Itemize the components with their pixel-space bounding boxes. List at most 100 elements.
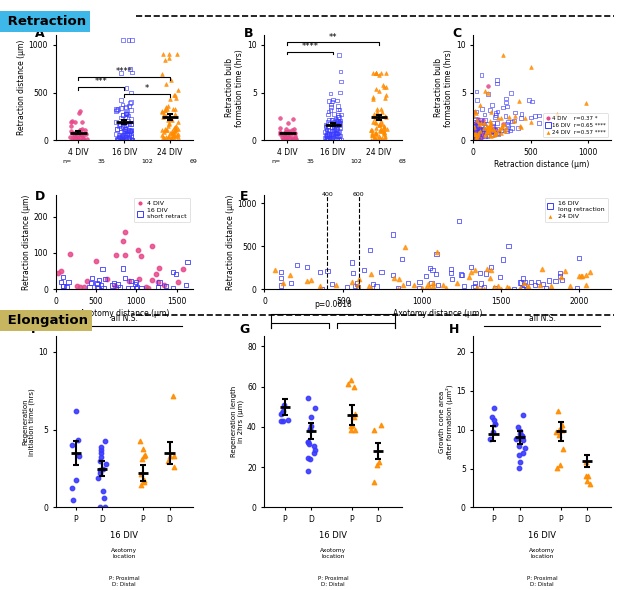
Point: [370, 117, 379, 127]
Point: [126, 129, 136, 138]
Point: [502, 282, 512, 291]
Point: [473, 122, 483, 131]
Point: [503, 117, 513, 126]
Point: [333, 132, 343, 141]
Point: [470, 132, 480, 141]
Point: [135, 436, 144, 445]
Point: [481, 126, 491, 135]
Point: [96, 448, 106, 458]
Text: 16 DIV: 16 DIV: [110, 532, 138, 540]
Point: [518, 284, 528, 294]
Legend: 4 DIV, 16 DIV
short retract: 4 DIV, 16 DIV short retract: [134, 198, 190, 222]
Point: [381, 112, 391, 122]
X-axis label: Retraction distance (µm): Retraction distance (µm): [494, 159, 590, 169]
Point: [326, 100, 336, 109]
Point: [111, 104, 121, 114]
Point: [168, 283, 178, 293]
Point: [325, 119, 335, 128]
Point: [121, 109, 131, 118]
Point: [68, 496, 78, 505]
Point: [470, 115, 480, 124]
Point: [323, 107, 333, 116]
Point: [416, 284, 426, 293]
Point: [482, 126, 492, 135]
Point: [121, 103, 131, 113]
Point: [134, 275, 144, 284]
Point: [504, 283, 514, 292]
Point: [70, 132, 80, 141]
Point: [497, 122, 507, 131]
Point: [492, 127, 502, 136]
Point: [353, 280, 363, 289]
Point: [497, 121, 507, 130]
Point: [173, 124, 183, 134]
Point: [72, 134, 82, 143]
Point: [469, 107, 479, 117]
Point: [328, 130, 337, 139]
Point: [326, 135, 336, 144]
Point: [164, 50, 174, 59]
Point: [333, 119, 342, 128]
Point: [486, 127, 496, 137]
Point: [499, 120, 508, 129]
Point: [333, 117, 343, 127]
Point: [171, 124, 181, 134]
Point: [67, 440, 77, 450]
Point: [315, 281, 325, 290]
Point: [331, 280, 341, 290]
Point: [471, 108, 481, 117]
Text: 35: 35: [307, 159, 315, 164]
Point: [471, 130, 481, 140]
Point: [421, 283, 431, 293]
Point: [415, 278, 424, 287]
Point: [366, 135, 376, 145]
Point: [470, 122, 479, 132]
Point: [354, 274, 364, 284]
Point: [303, 437, 313, 447]
Point: [490, 128, 500, 137]
Point: [489, 283, 499, 292]
Point: [285, 270, 295, 280]
Point: [336, 77, 346, 86]
Point: [375, 119, 385, 129]
Point: [490, 419, 500, 428]
Point: [111, 106, 121, 116]
Point: [476, 284, 486, 293]
Point: [515, 122, 525, 131]
Point: [476, 130, 486, 140]
Point: [168, 131, 178, 140]
Text: **: **: [329, 32, 337, 41]
Point: [381, 69, 391, 78]
Point: [173, 130, 183, 139]
Point: [370, 425, 379, 435]
Point: [513, 123, 523, 133]
Point: [122, 127, 131, 136]
Point: [555, 268, 565, 277]
Point: [96, 442, 106, 451]
Point: [77, 117, 86, 127]
Point: [122, 109, 131, 118]
Point: [483, 89, 493, 99]
Y-axis label: Growth cone area
after formation (µm²): Growth cone area after formation (µm²): [439, 385, 453, 459]
Point: [471, 119, 481, 129]
Point: [153, 283, 163, 292]
Point: [388, 230, 398, 240]
Point: [428, 278, 438, 287]
Point: [484, 124, 494, 133]
Point: [490, 284, 500, 293]
Point: [168, 129, 178, 138]
Y-axis label: Retraction distance (µm): Retraction distance (µm): [22, 194, 31, 290]
Point: [471, 130, 481, 140]
Point: [495, 272, 505, 281]
Point: [81, 135, 91, 144]
Point: [370, 478, 379, 487]
Point: [475, 133, 485, 142]
Point: [125, 119, 135, 129]
Point: [479, 86, 489, 96]
Text: Axotomy
location: Axotomy location: [111, 549, 138, 559]
Point: [283, 128, 292, 137]
Text: B: B: [244, 27, 254, 40]
Point: [470, 281, 480, 291]
Point: [113, 280, 123, 289]
Text: 102: 102: [350, 159, 362, 164]
